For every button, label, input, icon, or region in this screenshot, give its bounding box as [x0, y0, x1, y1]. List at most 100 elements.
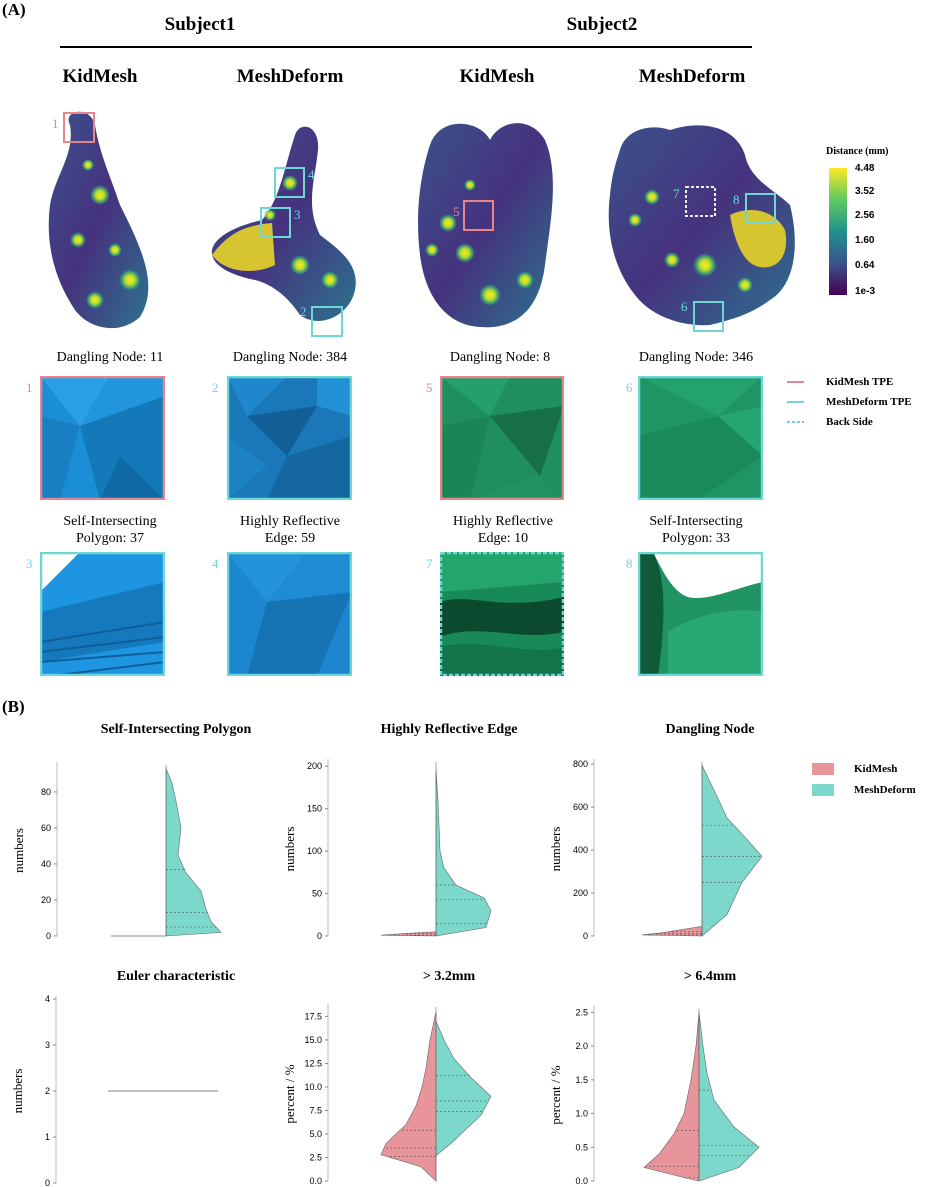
violin-chart-1: Self-Intersecting Polygon 0 20 40 60 80 number… [11, 722, 251, 941]
tpe-box-5: 5 [453, 200, 494, 231]
y-tick-label-4-2: 2 [45, 1086, 50, 1096]
tpe-box-1: 1 [52, 112, 95, 143]
chart-title-4: Euler characteristic [117, 969, 235, 984]
legend-b-meshdeform-swatch [812, 784, 834, 796]
violin-kidmesh-5 [380, 1011, 437, 1182]
y-tick-label-6-1: 0.5 [575, 1142, 588, 1152]
violin-meshdeform-5 [435, 1020, 492, 1157]
box-label-3: 3 [294, 207, 301, 222]
caption-row2-4: Self-Intersecting Polygon: 33 [616, 513, 776, 547]
caption-row2-3-line1: Highly Reflective [453, 514, 553, 529]
mesh-subject1-meshdeform [211, 126, 356, 321]
caption-row2-3-line2: Edge: 10 [477, 531, 529, 546]
legend-b-kidmesh: KidMesh [854, 763, 898, 775]
subject-divider [60, 46, 752, 48]
box-label-4: 4 [308, 167, 315, 182]
zoom-label-6: 6 [626, 380, 633, 395]
chart-title-1: Self-Intersecting Polygon [101, 722, 252, 737]
zoom-panel-2 [227, 376, 352, 500]
chart-title-6: > 6.4mm [684, 969, 737, 984]
caption-row1-3: Dangling Node: 8 [449, 350, 551, 365]
zoom-label-1: 1 [26, 380, 33, 395]
violin-kidmesh-3 [641, 925, 703, 937]
y-tick-label-5-6: 15.0 [304, 1035, 322, 1045]
tpe-box-3: 3 [260, 207, 301, 238]
caption-row2-2-line2: Edge: 59 [264, 531, 316, 546]
zoom-panel-5 [440, 376, 564, 500]
y-tick-label-6-3: 1.5 [575, 1075, 588, 1085]
colorbar-tick-3: 1.60 [855, 235, 875, 246]
mesh-renders: 1 2 3 4 5 6 7 8 [48, 111, 795, 337]
caption-row2-1: Self-Intersecting Polygon: 37 [30, 513, 190, 547]
y-tick-label-5-2: 5.0 [309, 1129, 322, 1139]
violin-meshdeform-1 [165, 768, 222, 937]
y-tick-label-1-3: 60 [41, 823, 51, 833]
violin-chart-4: Euler characteristic 0 1 2 3 4 numbers [10, 969, 235, 1187]
method-title-1: KidMesh [62, 66, 138, 87]
zoom-label-2: 2 [212, 380, 219, 395]
legend-b-meshdeform: MeshDeform [854, 784, 916, 796]
zoom-panel-3 [40, 552, 165, 676]
colorbar-tick-0: 4.48 [855, 163, 875, 174]
y-tick-label-4-3: 3 [45, 1040, 50, 1050]
y-axis-label-4: numbers [10, 1069, 25, 1114]
y-tick-label-2-4: 200 [307, 761, 322, 771]
method-title-2: MeshDeform [236, 66, 344, 87]
violin-chart-2: Highly Reflective Edge 0 50 100 150 200 number… [282, 722, 517, 941]
caption-row2-3: Highly Reflective Edge: 10 [423, 513, 583, 547]
zoom-panel-1 [40, 376, 165, 500]
subject1-title: Subject1 [164, 14, 236, 35]
tpe-box-4: 4 [274, 167, 315, 198]
caption-row2-4-line1: Self-Intersecting [649, 514, 743, 529]
box-label-5: 5 [453, 204, 460, 219]
caption-row2-1-line1: Self-Intersecting [63, 514, 157, 529]
legend-a-backside: Back Side [826, 416, 873, 428]
y-tick-label-5-1: 2.5 [309, 1152, 322, 1162]
tpe-box-7: 7 [673, 186, 716, 217]
legend-b-kidmesh-swatch [812, 763, 834, 775]
y-tick-label-4-1: 1 [45, 1132, 50, 1142]
y-tick-label-5-5: 12.5 [304, 1058, 322, 1068]
box-label-6: 6 [681, 299, 688, 314]
y-tick-label-5-7: 17.5 [304, 1011, 322, 1021]
y-tick-label-5-3: 7.5 [309, 1105, 322, 1115]
y-tick-label-4-0: 0 [45, 1178, 50, 1187]
violin-charts: Self-Intersecting Polygon020406080number… [10, 722, 763, 1187]
y-tick-label-6-0: 0.0 [575, 1176, 588, 1186]
y-axis-label-6: percent / % [548, 1065, 563, 1124]
y-tick-label-5-4: 10.0 [304, 1082, 322, 1092]
method-title-4: MeshDeform [638, 66, 746, 87]
zoom-label-8: 8 [626, 556, 633, 571]
y-tick-label-4-4: 4 [45, 994, 50, 1004]
violin-kidmesh-6 [643, 1012, 700, 1182]
caption-row2-1-line2: Polygon: 37 [75, 531, 145, 546]
y-tick-label-2-0: 0 [317, 931, 322, 941]
y-tick-label-2-3: 150 [307, 804, 322, 814]
zoom-panel-7 [440, 552, 564, 676]
y-tick-label-6-5: 2.5 [575, 1007, 588, 1017]
y-axis-label-5: percent / % [282, 1064, 297, 1123]
zoom-label-7: 7 [426, 556, 433, 571]
colorbar-tick-2: 2.56 [855, 210, 875, 221]
y-tick-label-1-2: 40 [41, 859, 51, 869]
y-tick-label-6-2: 1.0 [575, 1109, 588, 1119]
box-label-2: 2 [300, 304, 307, 319]
violin-chart-5: > 3.2mm 0.0 2.5 5.0 7.5 10.0 12.5 15.0 17.5 perce… [282, 969, 492, 1186]
y-axis-label-1: numbers [11, 828, 26, 873]
violin-meshdeform-3 [701, 765, 763, 937]
caption-row2-2-line1: Highly Reflective [240, 514, 340, 529]
legend-a-meshdeform: MeshDeform TPE [826, 396, 912, 408]
caption-row1-4: Dangling Node: 346 [638, 350, 754, 365]
y-tick-label-3-1: 200 [573, 888, 588, 898]
zoom-label-3: 3 [26, 556, 33, 571]
legend-a [787, 381, 804, 423]
box-label-8: 8 [733, 192, 740, 207]
violin-chart-6: > 6.4mm 0.0 0.5 1.0 1.5 2.0 2.5 percent / % [548, 969, 760, 1186]
colorbar-tick-5: 1e-3 [855, 286, 876, 297]
caption-row2-2: Highly Reflective Edge: 59 [210, 513, 370, 547]
colorbar-gradient [829, 168, 847, 295]
y-tick-label-6-4: 2.0 [575, 1041, 588, 1051]
y-tick-label-3-0: 0 [583, 931, 588, 941]
zoom-panel-4 [227, 552, 352, 676]
colorbar-title: Distance (mm) [826, 146, 889, 157]
